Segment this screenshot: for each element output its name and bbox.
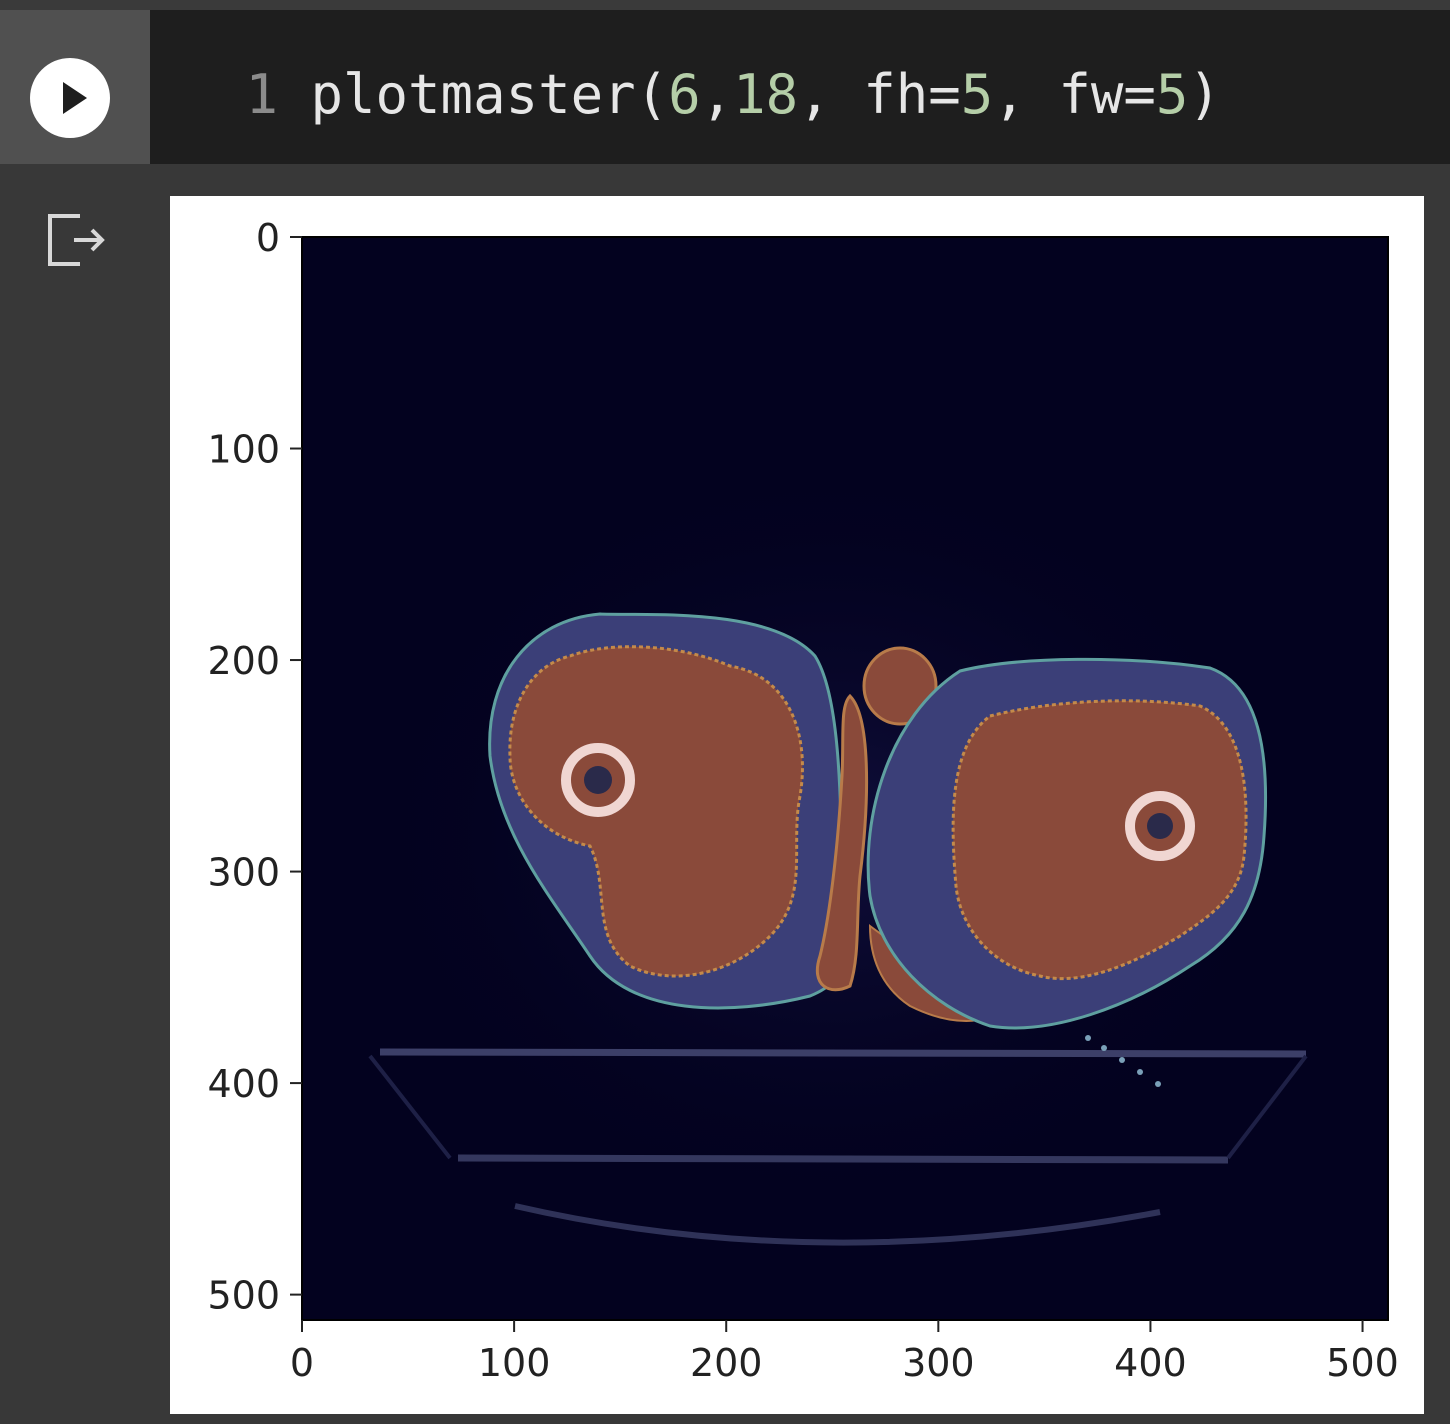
table-line-middle — [457, 1154, 1229, 1164]
line-number: 1 — [245, 63, 278, 126]
plot-area — [301, 236, 1389, 1321]
y-tick-label: 500 — [207, 1274, 280, 1318]
x-tick-label: 300 — [902, 1341, 975, 1385]
right-thigh — [866, 657, 1267, 1030]
y-tick-label: 200 — [207, 639, 280, 683]
arg-2: 18 — [733, 63, 799, 126]
y-tick-label: 400 — [207, 1062, 280, 1106]
x-axis: 0 100 200 300 400 500 — [290, 1320, 1399, 1385]
table-edge-left — [368, 1054, 452, 1160]
y-axis: 0 100 200 300 400 500 — [207, 216, 302, 1318]
top-strip — [0, 0, 1450, 10]
function-name: plotmaster — [310, 63, 636, 126]
equals-1: = — [928, 63, 961, 126]
axes-frame — [301, 236, 1389, 1321]
kwarg-fh-name: fh — [863, 63, 929, 126]
central-vertical-structure — [815, 693, 869, 992]
left-femur-ring — [561, 743, 635, 817]
kwarg-fw-name: fw — [1058, 63, 1124, 126]
y-tick-label: 100 — [207, 428, 280, 472]
equals-2: = — [1123, 63, 1156, 126]
table-edge-right — [1226, 1054, 1308, 1160]
close-paren: ) — [1188, 63, 1221, 126]
output-redirect-icon[interactable] — [44, 210, 108, 270]
left-thigh — [488, 612, 851, 1010]
table-line-upper — [379, 1048, 1307, 1058]
left-muscle-region — [508, 645, 804, 978]
open-paren: ( — [635, 63, 669, 126]
run-cell-button[interactable] — [30, 58, 110, 138]
y-tick-label: 0 — [256, 216, 280, 260]
plot-svg: 0 100 200 300 400 500 0 100 200 300 400 500 — [207, 216, 1399, 1385]
right-muscle-region — [951, 699, 1248, 981]
code-line[interactable]: 1 plotmaster(6,18, fh=5, fw=5) — [150, 60, 1221, 130]
x-tick-label: 0 — [290, 1341, 314, 1385]
kwarg-fh-value: 5 — [960, 63, 994, 126]
comma-2: , — [798, 63, 864, 126]
right-femur-marrow — [1147, 813, 1173, 839]
x-tick-label: 400 — [1114, 1341, 1187, 1385]
kwarg-fw-value: 5 — [1155, 63, 1189, 126]
dotted-artifact — [1085, 1035, 1161, 1087]
table-curve — [514, 1203, 1161, 1246]
y-tick-label: 300 — [207, 851, 280, 895]
x-tick-label: 100 — [478, 1341, 551, 1385]
comma-3: , — [993, 63, 1059, 126]
plot-figure: 0 100 200 300 400 500 0 100 200 300 400 500 — [170, 196, 1424, 1414]
play-icon — [63, 82, 87, 114]
x-tick-label: 200 — [690, 1341, 763, 1385]
run-cell-area — [0, 10, 150, 164]
comma-1: , — [700, 63, 734, 126]
code-cell[interactable]: 1 plotmaster(6,18, fh=5, fw=5) — [150, 10, 1450, 164]
x-tick-label: 500 — [1326, 1341, 1399, 1385]
arg-1: 6 — [668, 63, 701, 126]
left-femur-marrow — [584, 766, 612, 794]
cell-gutter — [0, 10, 150, 1424]
central-round-structure — [862, 646, 938, 726]
right-femur-ring — [1125, 791, 1195, 861]
